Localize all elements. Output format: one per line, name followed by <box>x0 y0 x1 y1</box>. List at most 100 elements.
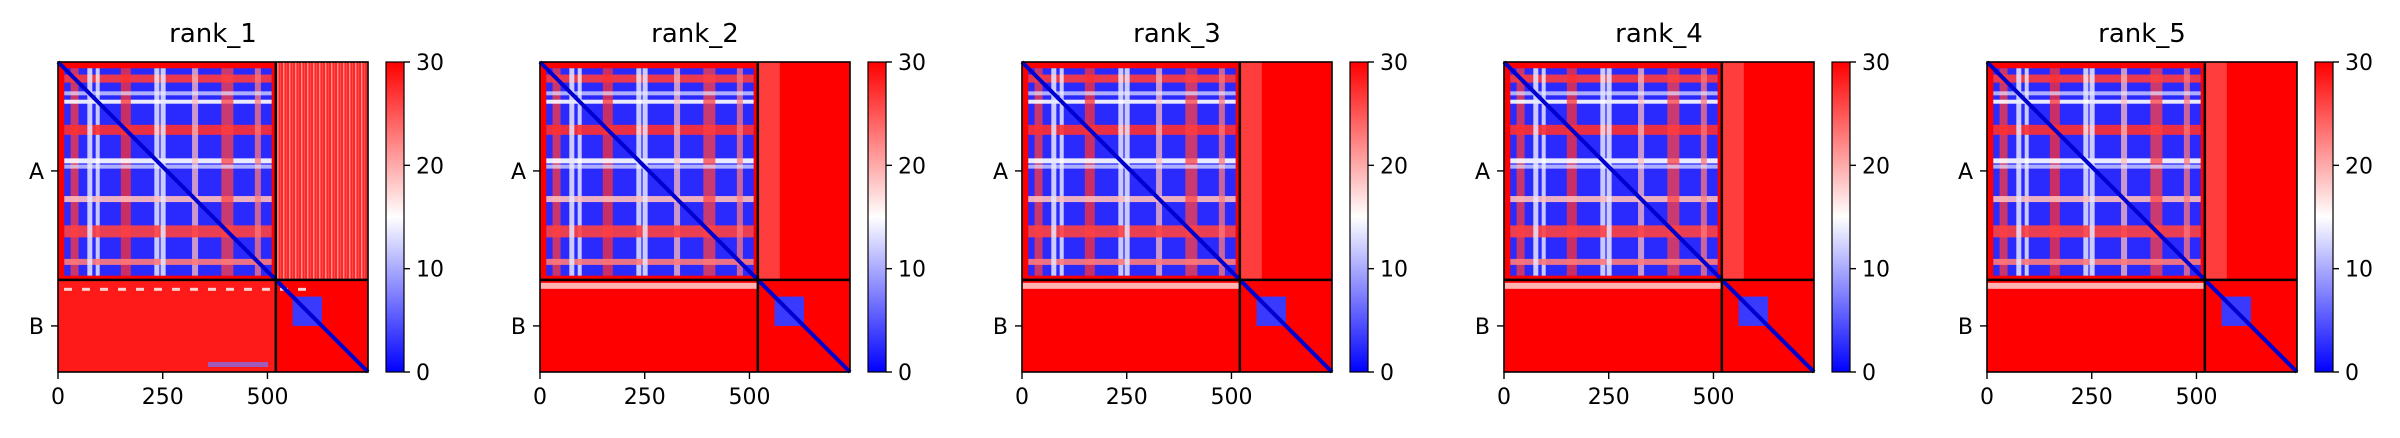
colorbar-tick-label: 0 <box>898 361 912 386</box>
band-col <box>2150 68 2163 276</box>
x-tick-label: 250 <box>1106 385 1148 410</box>
band-col <box>2183 68 2190 276</box>
offdiag-fringe <box>540 282 758 289</box>
band-col <box>120 68 131 276</box>
colorbar-tick-label: 30 <box>416 51 444 76</box>
x-tick-label: 500 <box>2175 385 2217 410</box>
band-col <box>569 68 575 276</box>
band-row <box>546 196 754 203</box>
colorbar <box>2315 62 2333 372</box>
band-row <box>1993 258 2201 265</box>
panel-rank_4: rank_4 0 250 500 A B 0 10 20 30 <box>1475 19 1890 410</box>
band-row <box>1993 74 2201 83</box>
band-col <box>552 68 561 276</box>
band-col <box>87 68 93 276</box>
band-row <box>1993 196 2201 203</box>
band-col <box>736 68 743 276</box>
band-row <box>546 99 754 104</box>
band-col <box>1566 68 1577 276</box>
band-row <box>1510 225 1718 238</box>
band-row <box>546 124 754 135</box>
colorbar-tick-label: 0 <box>416 361 430 386</box>
band-row <box>1510 196 1718 203</box>
x-tick-label: 500 <box>728 385 770 410</box>
band-col <box>2083 68 2089 276</box>
band-col <box>642 68 648 276</box>
colorbar <box>386 62 404 372</box>
band-col <box>1118 68 1124 276</box>
band-row <box>1028 124 1236 135</box>
offdiag-speck <box>172 287 180 291</box>
band-col <box>1533 68 1539 276</box>
colorbar-tick-label: 10 <box>1380 258 1408 283</box>
colorbar-tick-label: 0 <box>1380 361 1394 386</box>
colorbar-tick-label: 10 <box>1862 258 1890 283</box>
x-tick-label: 250 <box>142 385 184 410</box>
diagonal <box>56 60 370 374</box>
band-col <box>2121 68 2128 276</box>
colorbar-tick-label: 20 <box>2345 154 2373 179</box>
diagonal <box>1985 60 2299 374</box>
colorbar-frame <box>867 61 887 373</box>
band-col <box>95 68 100 276</box>
chain-label: A <box>511 160 526 185</box>
panel-rank_1: rank_1 0 250 500 A B 0 10 20 30 <box>29 19 444 410</box>
band-row <box>1028 196 1236 203</box>
colorbar-tick-label: 10 <box>2345 258 2373 283</box>
band-row <box>64 91 272 96</box>
offdiag-speck <box>64 287 72 291</box>
x-tick-label: 0 <box>1497 385 1511 410</box>
band-row <box>64 124 272 135</box>
band-row <box>1993 225 2201 238</box>
band-row <box>1510 74 1718 83</box>
x-tick-label: 0 <box>1980 385 1994 410</box>
offdiag-speck <box>208 362 268 367</box>
x-tick-label: 500 <box>1210 385 1252 410</box>
chain-label: A <box>1958 160 1973 185</box>
offdiag-speck <box>208 287 216 291</box>
band-row <box>1510 124 1718 135</box>
band-col <box>1051 68 1057 276</box>
offdiag-speck <box>136 287 144 291</box>
band-row <box>64 258 272 265</box>
chain-label: B <box>29 315 44 340</box>
band-col <box>1638 68 1645 276</box>
colorbar-frame <box>1349 61 1369 373</box>
band-row <box>64 158 272 164</box>
band-col <box>221 68 234 276</box>
colorbar <box>1832 62 1850 372</box>
panel-rank_5: rank_5 0 250 500 A B 0 10 20 30 <box>1958 19 2373 410</box>
offdiag-speck <box>118 287 126 291</box>
band-row <box>546 74 754 83</box>
band-col <box>1124 68 1130 276</box>
colorbar-tick-label: 0 <box>2345 361 2359 386</box>
plot-frame <box>539 61 851 373</box>
band-col <box>160 68 166 276</box>
panel-title: rank_3 <box>1133 19 1221 49</box>
offdiag-fringe <box>1987 282 2205 289</box>
band-row <box>1993 158 2201 164</box>
offdiag-fringe <box>1504 282 1722 289</box>
diagonal <box>1020 60 1334 374</box>
band-col <box>1700 68 1707 276</box>
colorbar-tick-label: 20 <box>1862 154 1890 179</box>
panel-title: rank_1 <box>169 19 257 49</box>
band-col <box>1606 68 1612 276</box>
colorbar-tick-label: 30 <box>1380 51 1408 76</box>
colorbar-tick-label: 10 <box>898 258 926 283</box>
band-row <box>546 91 754 96</box>
band-row <box>1028 91 1236 96</box>
band-row <box>64 74 272 83</box>
panel-title: rank_2 <box>651 19 739 49</box>
offdiag-fringe <box>2204 62 2227 280</box>
band-col <box>1218 68 1225 276</box>
band-col <box>1084 68 1095 276</box>
x-tick-label: 500 <box>246 385 288 410</box>
x-tick-label: 0 <box>533 385 547 410</box>
offdiag-speck <box>190 287 198 291</box>
offdiag-speck <box>226 287 234 291</box>
colorbar <box>868 62 886 372</box>
band-row <box>64 164 272 169</box>
band-col <box>674 68 681 276</box>
band-row <box>1028 258 1236 265</box>
